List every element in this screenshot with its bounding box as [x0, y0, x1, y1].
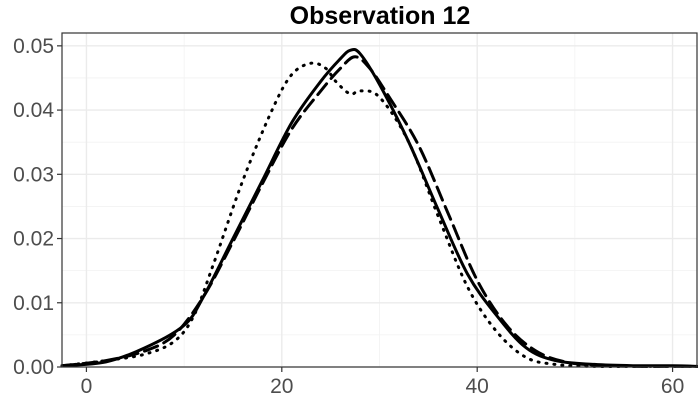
- x-tick-label: 0: [81, 375, 93, 398]
- panel-border: [61, 32, 698, 368]
- chart-title: Observation 12: [290, 2, 471, 30]
- x-tick-label: 20: [270, 375, 293, 398]
- y-tick-label: 0.03: [13, 163, 54, 186]
- y-tick-label: 0.05: [13, 35, 54, 58]
- x-tick-label: 60: [661, 375, 684, 398]
- x-axis: 0 20 40 60: [81, 367, 684, 398]
- y-tick-label: 0.04: [13, 99, 54, 122]
- x-tick-label: 40: [466, 375, 489, 398]
- y-tick-label: 0.00: [13, 356, 54, 379]
- y-tick-label: 0.02: [13, 228, 54, 251]
- series-line-dotted: [60, 61, 698, 369]
- y-tick-label: 0.01: [13, 292, 54, 315]
- y-axis: 0.00 0.01 0.02 0.03 0.04 0.05: [13, 35, 62, 379]
- series-layer: [60, 47, 698, 369]
- series-line-dashed: [60, 55, 698, 368]
